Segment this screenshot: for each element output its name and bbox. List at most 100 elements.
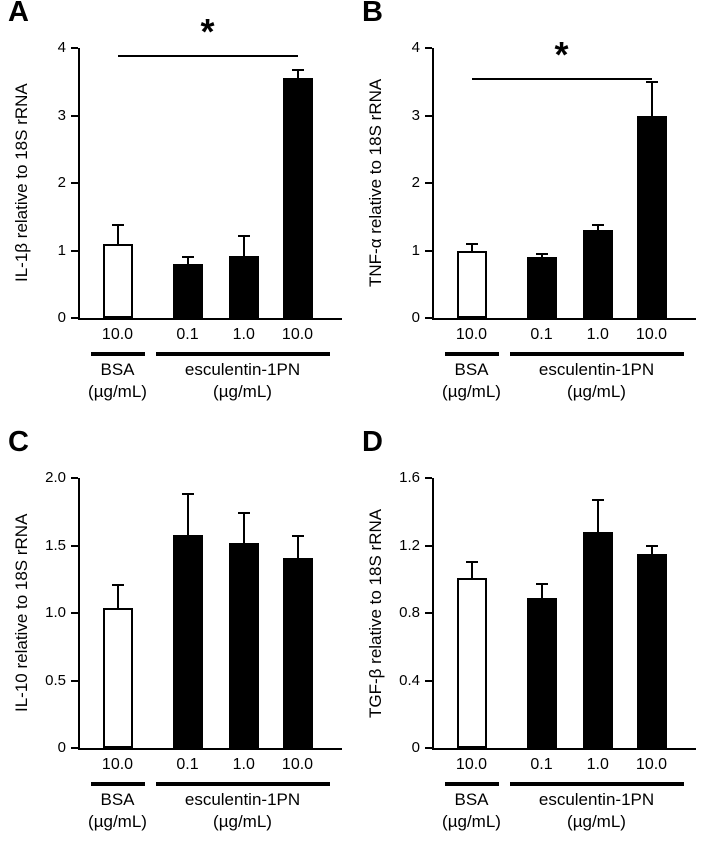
bar (456, 577, 487, 748)
group-underline (90, 782, 145, 786)
significance-asterisk: * (554, 34, 569, 76)
error-bar-cap (591, 223, 604, 226)
x-tick-label: 10.0 (455, 756, 488, 773)
bar (282, 78, 313, 318)
group-label: BSA (100, 360, 135, 379)
error-bar-line (242, 513, 245, 543)
bar-chart-il10: IL-10 relative to 18S rRNA 0 0.5 1.0 1.5 2.0 1… (0, 430, 354, 861)
error-bar-line (186, 494, 189, 535)
x-axis-line (78, 748, 342, 750)
error-bar-line (242, 235, 245, 256)
error-bar-line (540, 584, 543, 598)
error-bar-cap (111, 583, 124, 586)
y-tick-label: 1.0 (45, 604, 66, 621)
y-tick (425, 679, 432, 682)
error-bar-cap (591, 498, 604, 501)
y-tick (71, 679, 78, 682)
x-tick-label: 0.1 (530, 756, 553, 773)
y-tick (71, 249, 78, 252)
x-tick-label: 10.0 (101, 756, 134, 773)
error-bar-line (296, 536, 299, 558)
x-tick-label: 1.0 (232, 756, 255, 773)
y-tick-label: 1 (57, 241, 66, 259)
bar (582, 230, 613, 318)
y-tick (71, 47, 78, 49)
x-axis-line (432, 318, 696, 320)
y-tick-label: 1.2 (399, 536, 420, 554)
y-axis-line (78, 478, 80, 748)
y-tick (425, 114, 432, 117)
bar (228, 255, 259, 318)
bar (636, 553, 667, 748)
x-tick-label: 1.0 (232, 326, 255, 343)
y-axis-title: TGF-β relative to 18S rRNA (366, 508, 385, 718)
y-tick-label: 4 (57, 39, 66, 56)
error-bar-line (650, 81, 653, 116)
error-bar-cap (181, 493, 194, 496)
group-label: esculentin-1PN (538, 360, 655, 379)
x-tick-label: 1.0 (586, 326, 609, 343)
error-bar-cap (645, 80, 658, 83)
x-tick-label: 1.0 (586, 756, 609, 773)
group-unit-label: (µg/mL) (213, 812, 272, 831)
panel-letter-a: A (8, 0, 29, 28)
panel-d: D TGF-β relative to 18S rRNA 0 0.4 0.8 1.2 1.… (354, 430, 708, 861)
group-underline (90, 352, 145, 356)
error-bar-cap (535, 583, 548, 586)
error-bar-cap (535, 252, 548, 255)
y-tick-label: 0.8 (399, 604, 420, 621)
bar (526, 597, 557, 748)
y-tick (71, 747, 78, 749)
group-unit-label: (µg/mL) (213, 382, 272, 401)
error-bar-line (540, 253, 543, 258)
x-axis-line (432, 748, 696, 750)
y-tick-label: 0 (411, 309, 420, 326)
group-underline (509, 352, 684, 356)
x-tick-label: 10.0 (281, 326, 314, 343)
y-tick-label: 3 (411, 106, 420, 124)
group-underline (509, 782, 684, 786)
x-tick-label: 0.1 (176, 756, 199, 773)
y-tick (425, 544, 432, 547)
bar (636, 115, 667, 318)
y-tick (71, 477, 78, 479)
y-tick-label: 2.0 (45, 469, 66, 486)
y-tick-label: 2 (411, 174, 420, 191)
x-tick-label: 0.1 (176, 326, 199, 343)
y-tick (425, 317, 432, 319)
y-axis-line (78, 48, 80, 318)
group-label: BSA (454, 790, 489, 809)
y-tick (425, 249, 432, 252)
y-tick-label: 0.4 (399, 671, 420, 689)
y-tick-label: 1.6 (399, 469, 420, 486)
significance-line (117, 54, 298, 57)
panel-a: A IL-1β relative to 18S rRNA 0 1 2 3 4 10.0 0.1… (0, 0, 354, 430)
y-tick-label: 4 (411, 39, 420, 56)
y-tick (425, 612, 432, 614)
y-axis-line (432, 48, 434, 318)
bar (102, 607, 133, 748)
panel-letter-d: D (362, 430, 383, 458)
group-label: BSA (100, 790, 135, 809)
group-underline (155, 782, 330, 786)
error-bar-cap (465, 242, 478, 245)
y-tick (425, 47, 432, 49)
error-bar-line (470, 243, 473, 251)
error-bar-cap (181, 256, 194, 259)
x-axis-line (78, 318, 342, 320)
group-unit-label: (µg/mL) (567, 382, 626, 401)
panel-letter-c: C (8, 430, 29, 458)
significance-line (471, 78, 652, 81)
x-tick-label: 10.0 (635, 326, 668, 343)
group-label: BSA (454, 360, 489, 379)
group-label: esculentin-1PN (184, 790, 301, 809)
y-axis-title: IL-1β relative to 18S rRNA (12, 83, 31, 283)
bar (582, 532, 613, 748)
error-bar-line (650, 545, 653, 554)
y-tick (425, 747, 432, 749)
error-bar-line (596, 499, 599, 532)
x-tick-label: 0.1 (530, 326, 553, 343)
bar (102, 243, 133, 318)
group-unit-label: (µg/mL) (88, 382, 147, 401)
